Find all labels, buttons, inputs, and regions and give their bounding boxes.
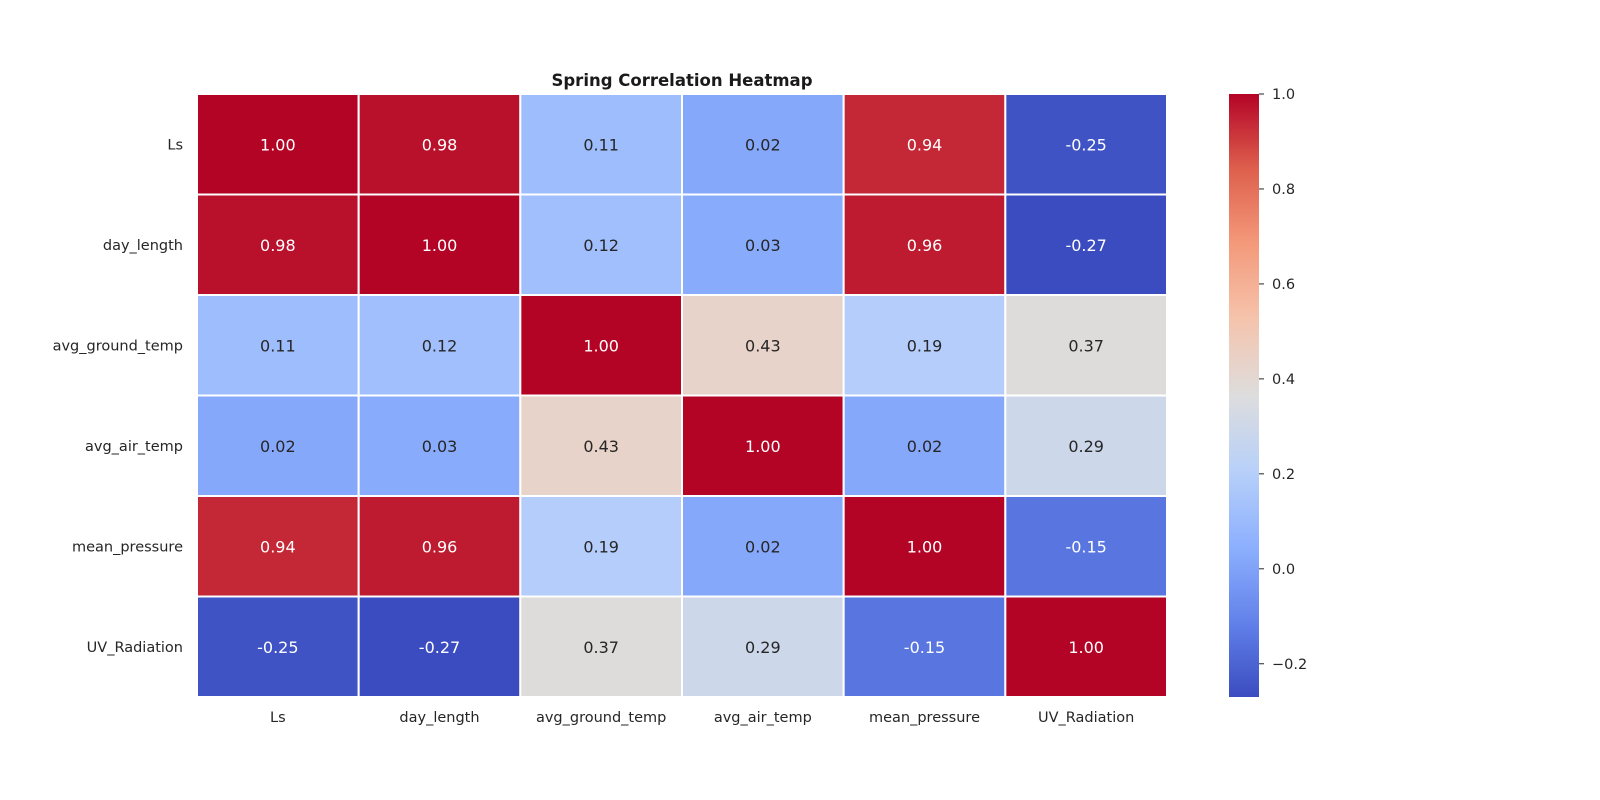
cell-value-label: 0.37 bbox=[583, 638, 619, 657]
heatmap-cell bbox=[357, 294, 522, 397]
column-labels: Ls day_length avg_ground_temp avg_air_temp m… bbox=[270, 710, 1134, 726]
cell-value-label: 0.98 bbox=[260, 236, 296, 255]
cell-value-label: 1.00 bbox=[583, 336, 619, 355]
row-labels: Ls day_length avg_ground_temp avg_air_tempm… bbox=[53, 137, 183, 656]
heatmap-cell bbox=[357, 394, 522, 497]
colorbar-tick-label: −0.2 bbox=[1272, 657, 1307, 673]
cell-value-label: 0.02 bbox=[260, 437, 296, 456]
colorbar-tick-label: 1.0 bbox=[1272, 87, 1295, 103]
column-label: Ls bbox=[270, 710, 286, 726]
column-label: UV_Radiation bbox=[1038, 710, 1134, 726]
column-label: avg_air_temp bbox=[714, 710, 812, 726]
heatmap-cell bbox=[681, 595, 845, 698]
heatmap-cell bbox=[681, 495, 845, 598]
heatmap-cell bbox=[1004, 93, 1168, 196]
cell-value-label: 0.98 bbox=[422, 135, 458, 154]
heatmap-cell bbox=[681, 193, 845, 296]
row-label: avg_ground_temp bbox=[53, 338, 183, 354]
cell-value-label: 1.00 bbox=[1068, 638, 1104, 657]
heatmap-cell bbox=[196, 595, 360, 698]
row-label: day_length bbox=[103, 238, 183, 254]
cell-value-label: -0.15 bbox=[1065, 537, 1106, 556]
colorbar-tick-label: 0.8 bbox=[1272, 182, 1295, 198]
cell-value-label: 0.29 bbox=[1068, 437, 1104, 456]
heatmap-cell bbox=[681, 394, 845, 497]
heatmap-cells: 1.00 0.98 0.11 0.02 0.94 -0.25 0.98 1.00 0.12 0.0… bbox=[196, 93, 1168, 698]
cell-value-label: 0.02 bbox=[907, 437, 943, 456]
cell-value-label: 0.03 bbox=[745, 236, 781, 255]
cell-value-label: 1.00 bbox=[745, 437, 781, 456]
column-label: day_length bbox=[399, 710, 479, 726]
colorbar-gradient bbox=[1229, 94, 1259, 697]
colorbar-tick-label: 0.2 bbox=[1272, 467, 1295, 483]
row-label: Ls bbox=[167, 137, 183, 153]
cell-value-label: -0.15 bbox=[904, 638, 945, 657]
colorbar: 1.0 0.8 0.6 0.4 0.2 0.0 −0.2 bbox=[1229, 87, 1307, 697]
heatmap-cell bbox=[519, 495, 683, 598]
heatmap-cell bbox=[196, 495, 360, 598]
heatmap-cell bbox=[842, 294, 1007, 397]
cell-value-label: 0.11 bbox=[583, 135, 619, 154]
cell-value-label: 0.12 bbox=[422, 336, 458, 355]
cell-value-label: -0.27 bbox=[1065, 236, 1106, 255]
cell-value-label: 0.03 bbox=[422, 437, 458, 456]
cell-value-label: 1.00 bbox=[907, 537, 943, 556]
heatmap-cell bbox=[357, 93, 522, 196]
heatmap-cell bbox=[1004, 193, 1168, 296]
row-label: mean_pressure bbox=[72, 539, 183, 555]
cell-value-label: -0.27 bbox=[419, 638, 460, 657]
cell-value-label: 0.43 bbox=[583, 437, 619, 456]
heatmap-cell bbox=[681, 294, 845, 397]
column-label: avg_ground_temp bbox=[536, 710, 666, 726]
cell-value-label: 0.94 bbox=[260, 537, 296, 556]
colorbar-tick-label: 0.4 bbox=[1272, 372, 1295, 388]
cell-value-label: 0.12 bbox=[583, 236, 619, 255]
heatmap-cell bbox=[842, 394, 1007, 497]
heatmap-cell bbox=[196, 93, 360, 196]
heatmap-cell bbox=[842, 495, 1007, 598]
heatmap-cell bbox=[1004, 495, 1168, 598]
cell-value-label: 0.43 bbox=[745, 336, 781, 355]
row-label: avg_air_temp bbox=[85, 439, 183, 455]
cell-value-label: 0.19 bbox=[907, 336, 943, 355]
heatmap-cell bbox=[519, 394, 683, 497]
cell-value-label: -0.25 bbox=[257, 638, 298, 657]
heatmap-cell bbox=[1004, 394, 1168, 497]
cell-value-label: 0.37 bbox=[1068, 336, 1104, 355]
heatmap-cell bbox=[519, 93, 683, 196]
heatmap-cell bbox=[1004, 294, 1168, 397]
heatmap-cell bbox=[357, 193, 522, 296]
column-label: mean_pressure bbox=[869, 710, 980, 726]
cell-value-label: 1.00 bbox=[422, 236, 458, 255]
cell-value-label: -0.25 bbox=[1065, 135, 1106, 154]
cell-value-label: 0.19 bbox=[583, 537, 619, 556]
row-label: UV_Radiation bbox=[87, 640, 183, 656]
cell-value-label: 0.94 bbox=[907, 135, 943, 154]
cell-value-label: 0.02 bbox=[745, 135, 781, 154]
cell-value-label: 0.96 bbox=[907, 236, 943, 255]
cell-value-label: 1.00 bbox=[260, 135, 296, 154]
cell-value-label: 0.02 bbox=[745, 537, 781, 556]
heatmap-cell bbox=[842, 595, 1007, 698]
colorbar-tick-label: 0.6 bbox=[1272, 277, 1295, 293]
cell-value-label: 0.96 bbox=[422, 537, 458, 556]
heatmap-cell bbox=[1004, 595, 1168, 698]
chart-title: Spring Correlation Heatmap bbox=[551, 71, 812, 90]
cell-value-label: 0.11 bbox=[260, 336, 296, 355]
colorbar-tick-label: 0.0 bbox=[1272, 562, 1295, 578]
cell-value-label: 0.29 bbox=[745, 638, 781, 657]
heatmap-cell bbox=[196, 394, 360, 497]
